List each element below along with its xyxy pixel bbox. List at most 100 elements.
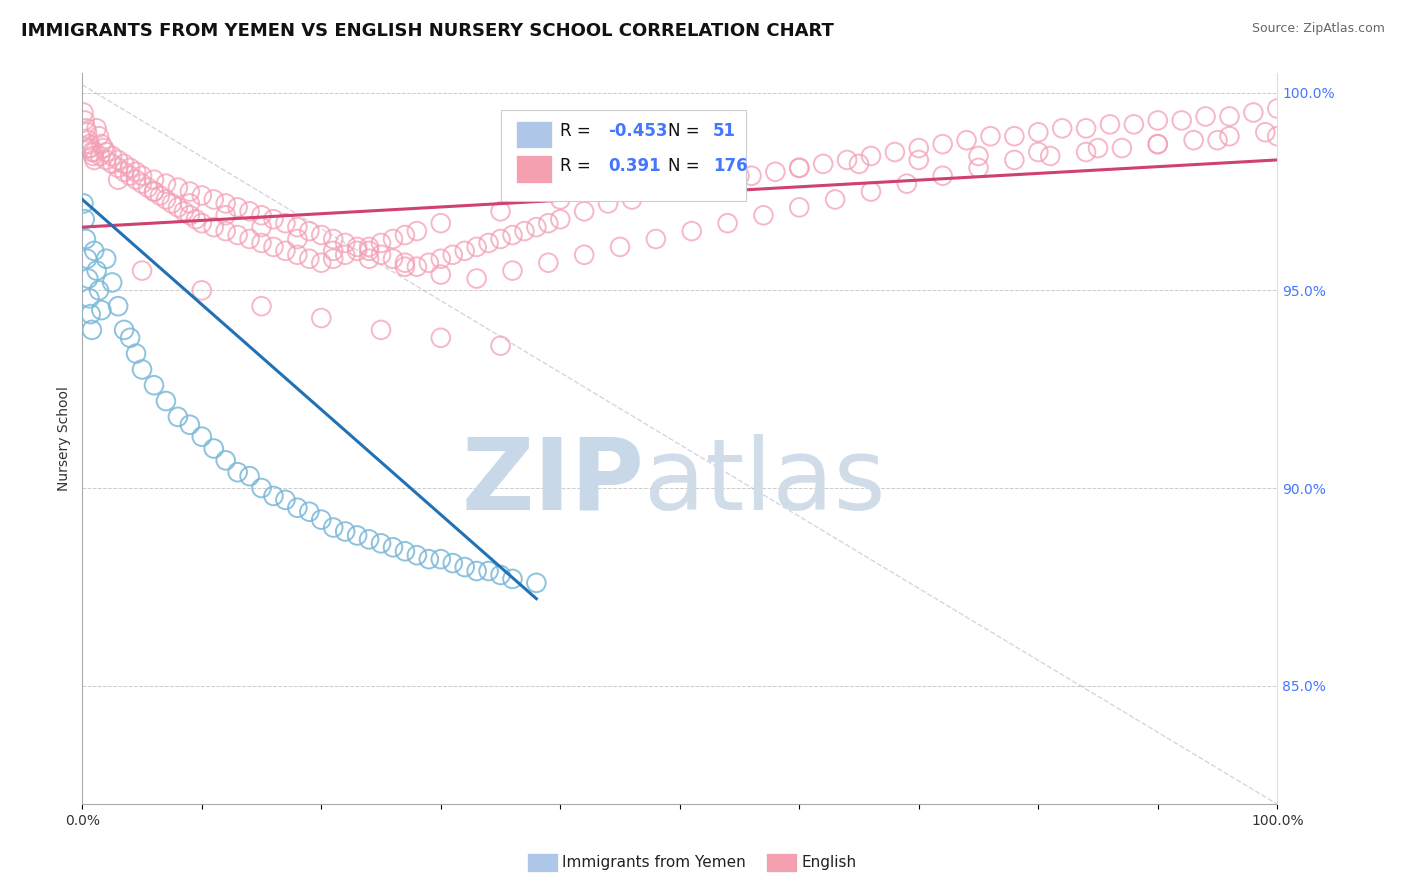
Point — [418, 552, 440, 566]
FancyBboxPatch shape — [516, 155, 553, 183]
Point — [465, 271, 488, 285]
Point — [501, 572, 523, 586]
Point — [143, 185, 166, 199]
Point — [763, 165, 786, 179]
Point — [596, 196, 619, 211]
Point — [149, 188, 172, 202]
Point — [191, 429, 214, 443]
Point — [335, 235, 357, 250]
Point — [967, 161, 990, 175]
Point — [1182, 133, 1205, 147]
Point — [394, 256, 416, 270]
Point — [489, 339, 512, 353]
Point — [202, 220, 225, 235]
Point — [215, 196, 238, 211]
Point — [572, 204, 595, 219]
Text: R =: R = — [560, 122, 596, 140]
Point — [787, 161, 810, 175]
Point — [239, 232, 262, 246]
Point — [202, 442, 225, 456]
Point — [896, 177, 918, 191]
Point — [311, 513, 333, 527]
Point — [77, 133, 100, 147]
FancyBboxPatch shape — [516, 120, 553, 148]
Point — [418, 256, 440, 270]
Point — [250, 299, 273, 313]
Point — [465, 564, 488, 578]
Point — [489, 232, 512, 246]
Point — [346, 528, 368, 542]
Point — [87, 129, 110, 144]
Point — [955, 133, 977, 147]
Point — [226, 200, 249, 214]
Point — [226, 227, 249, 242]
Point — [86, 121, 108, 136]
Point — [167, 409, 190, 424]
Point — [322, 232, 344, 246]
Point — [263, 489, 285, 503]
Point — [1098, 117, 1121, 131]
Point — [335, 248, 357, 262]
Point — [215, 224, 238, 238]
Point — [131, 362, 153, 376]
Point — [239, 469, 262, 483]
Point — [1050, 121, 1073, 136]
Point — [1002, 153, 1025, 167]
Point — [322, 244, 344, 258]
Point — [143, 172, 166, 186]
Point — [83, 153, 105, 167]
Point — [1146, 137, 1168, 152]
Point — [131, 169, 153, 183]
Point — [155, 177, 177, 191]
Point — [430, 331, 453, 345]
Point — [86, 263, 108, 277]
Point — [382, 252, 405, 266]
Point — [835, 153, 858, 167]
Point — [191, 188, 214, 202]
Point — [90, 303, 112, 318]
Point — [1194, 110, 1216, 124]
Text: N =: N = — [668, 157, 704, 175]
Point — [548, 193, 571, 207]
Point — [1074, 145, 1097, 159]
Point — [79, 307, 101, 321]
Point — [298, 252, 321, 266]
Point — [263, 240, 285, 254]
Point — [226, 465, 249, 479]
Point — [1218, 110, 1240, 124]
Point — [848, 157, 870, 171]
Point — [501, 227, 523, 242]
Point — [155, 394, 177, 409]
Point — [75, 121, 97, 136]
Y-axis label: Nursery School: Nursery School — [58, 386, 72, 491]
Point — [1122, 117, 1144, 131]
Point — [274, 216, 297, 230]
Point — [1026, 125, 1049, 139]
Point — [79, 141, 101, 155]
Point — [72, 105, 94, 120]
Point — [167, 180, 190, 194]
Point — [1170, 113, 1192, 128]
Point — [107, 153, 129, 167]
Point — [173, 204, 195, 219]
Point — [728, 169, 751, 183]
Point — [83, 244, 105, 258]
Point — [96, 252, 118, 266]
Point — [430, 268, 453, 282]
Point — [644, 185, 666, 199]
Point — [179, 208, 201, 222]
Point — [120, 331, 142, 345]
Point — [191, 216, 214, 230]
Point — [406, 224, 429, 238]
Point — [1265, 129, 1288, 144]
Point — [359, 252, 381, 266]
Point — [1002, 129, 1025, 144]
Point — [1074, 121, 1097, 136]
Point — [75, 232, 97, 246]
Point — [967, 149, 990, 163]
Point — [120, 161, 142, 175]
Point — [274, 492, 297, 507]
Point — [406, 548, 429, 562]
Point — [335, 524, 357, 539]
Point — [370, 248, 392, 262]
